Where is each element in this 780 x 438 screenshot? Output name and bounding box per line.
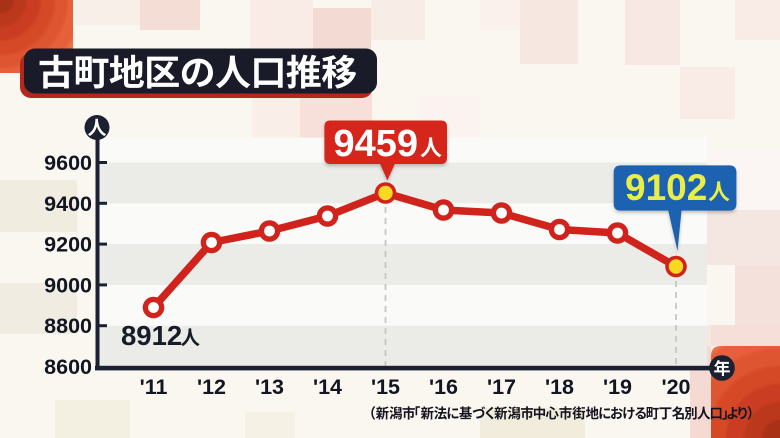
svg-text:9459: 9459 <box>334 123 419 165</box>
svg-text:'17: '17 <box>487 375 516 399</box>
svg-text:'20: '20 <box>661 375 690 399</box>
svg-text:'18: '18 <box>545 375 574 399</box>
svg-text:'11: '11 <box>140 375 168 399</box>
svg-text:'16: '16 <box>429 375 458 399</box>
svg-text:'12: '12 <box>197 375 226 399</box>
svg-text:'14: '14 <box>313 375 342 399</box>
svg-text:9200: 9200 <box>44 233 92 257</box>
svg-text:'13: '13 <box>255 375 284 399</box>
svg-text:8800: 8800 <box>44 314 92 338</box>
svg-text:9102: 9102 <box>625 167 707 208</box>
svg-text:8912: 8912 <box>121 320 182 351</box>
svg-text:9400: 9400 <box>44 192 92 216</box>
svg-text:8600: 8600 <box>44 355 92 379</box>
svg-text:'19: '19 <box>603 375 632 399</box>
svg-text:'15: '15 <box>371 375 400 399</box>
svg-text:9600: 9600 <box>44 151 92 175</box>
svg-text:9000: 9000 <box>44 273 92 297</box>
